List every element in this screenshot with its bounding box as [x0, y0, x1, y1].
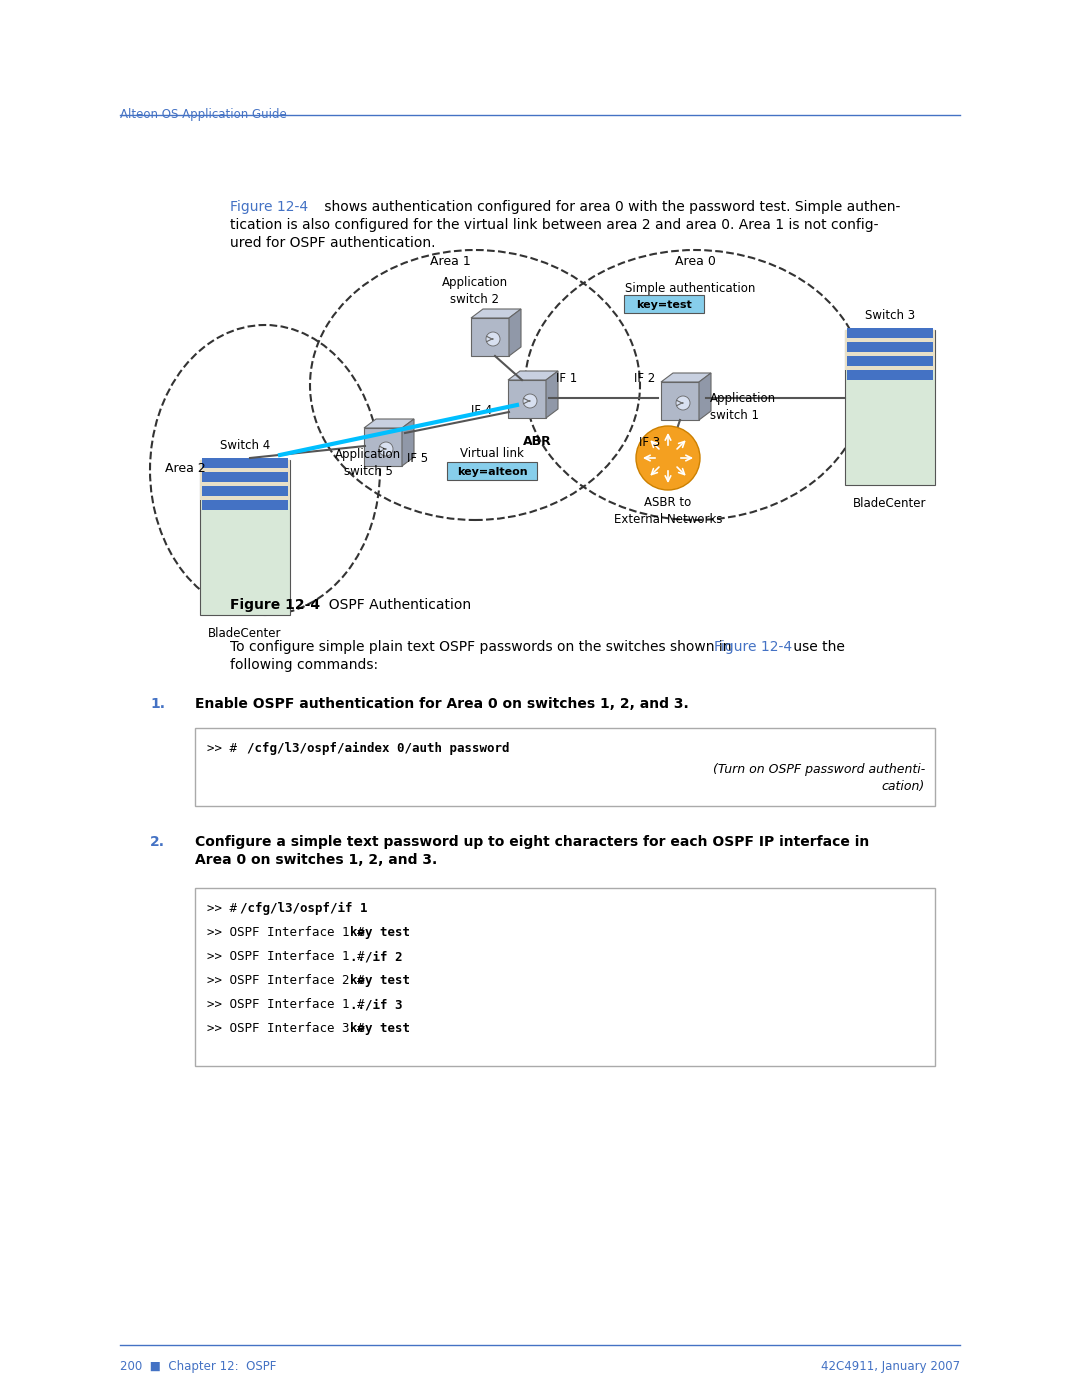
Text: use the: use the — [789, 640, 845, 654]
Text: key=test: key=test — [636, 300, 692, 310]
FancyBboxPatch shape — [202, 500, 288, 510]
Text: IF 1: IF 1 — [556, 372, 578, 386]
FancyBboxPatch shape — [471, 319, 509, 356]
Text: Application
switch 5: Application switch 5 — [335, 448, 401, 478]
FancyBboxPatch shape — [364, 427, 402, 467]
Text: tication is also configured for the virtual link between area 2 and area 0. Area: tication is also configured for the virt… — [230, 218, 878, 232]
Text: IF 4: IF 4 — [471, 404, 492, 416]
Text: BladeCenter: BladeCenter — [208, 627, 282, 640]
FancyBboxPatch shape — [202, 486, 288, 496]
Polygon shape — [509, 309, 521, 356]
Text: Area 0: Area 0 — [675, 256, 715, 268]
Text: cation): cation) — [881, 780, 924, 793]
FancyBboxPatch shape — [200, 460, 291, 500]
FancyBboxPatch shape — [661, 381, 699, 420]
Text: ../if 2: ../if 2 — [350, 950, 403, 963]
Text: following commands:: following commands: — [230, 658, 378, 672]
Text: ../if 3: ../if 3 — [350, 997, 403, 1011]
Text: Figure 12-4: Figure 12-4 — [230, 598, 320, 612]
Text: Enable OSPF authentication for Area 0 on switches 1, 2, and 3.: Enable OSPF authentication for Area 0 on… — [195, 697, 689, 711]
Text: /cfg/l3/ospf/if 1: /cfg/l3/ospf/if 1 — [240, 902, 367, 915]
FancyBboxPatch shape — [847, 370, 933, 380]
Circle shape — [379, 441, 393, 455]
Text: Figure 12-4: Figure 12-4 — [230, 200, 308, 214]
Text: shows authentication configured for area 0 with the password test. Simple authen: shows authentication configured for area… — [320, 200, 901, 214]
Text: key=alteon: key=alteon — [457, 467, 527, 476]
Text: Configure a simple text password up to eight characters for each OSPF IP interfa: Configure a simple text password up to e… — [195, 835, 869, 849]
FancyBboxPatch shape — [847, 328, 933, 338]
Text: key test: key test — [350, 926, 410, 939]
Text: (Turn on OSPF password authenti-: (Turn on OSPF password authenti- — [713, 763, 924, 775]
Text: Switch 4: Switch 4 — [220, 439, 270, 453]
Text: Alteon OS Application Guide: Alteon OS Application Guide — [120, 108, 287, 122]
Polygon shape — [402, 419, 414, 467]
Text: BladeCenter: BladeCenter — [853, 497, 927, 510]
Text: IF 5: IF 5 — [407, 451, 429, 464]
Text: >> OSPF Interface 1 #: >> OSPF Interface 1 # — [207, 997, 372, 1011]
Text: 42C4911, January 2007: 42C4911, January 2007 — [821, 1361, 960, 1373]
Text: 2.: 2. — [150, 835, 165, 849]
Text: Area 2: Area 2 — [165, 461, 206, 475]
Text: OSPF Authentication: OSPF Authentication — [320, 598, 471, 612]
FancyBboxPatch shape — [195, 728, 935, 806]
FancyBboxPatch shape — [847, 342, 933, 352]
Text: Area 1: Area 1 — [430, 256, 471, 268]
Text: >> #: >> # — [207, 742, 244, 754]
Circle shape — [523, 394, 537, 408]
Text: ABR: ABR — [523, 434, 552, 448]
FancyBboxPatch shape — [845, 330, 935, 485]
Text: ured for OSPF authentication.: ured for OSPF authentication. — [230, 236, 435, 250]
Text: /cfg/l3/ospf/aindex 0/auth password: /cfg/l3/ospf/aindex 0/auth password — [247, 742, 510, 754]
Text: key test: key test — [350, 1023, 410, 1035]
Text: Figure 12-4: Figure 12-4 — [714, 640, 792, 654]
Text: IF 2: IF 2 — [634, 372, 656, 386]
Polygon shape — [508, 372, 558, 380]
Text: >> OSPF Interface 2 #: >> OSPF Interface 2 # — [207, 974, 372, 988]
Text: >> OSPF Interface 1 #: >> OSPF Interface 1 # — [207, 926, 372, 939]
Polygon shape — [699, 373, 711, 420]
Text: >> #: >> # — [207, 902, 244, 915]
Text: Virtual link: Virtual link — [460, 447, 524, 460]
Circle shape — [486, 332, 500, 346]
Text: 1.: 1. — [150, 697, 165, 711]
Text: IF 3: IF 3 — [639, 436, 661, 448]
Text: Area 0 on switches 1, 2, and 3.: Area 0 on switches 1, 2, and 3. — [195, 854, 437, 868]
FancyBboxPatch shape — [200, 460, 291, 615]
Text: >> OSPF Interface 3 #: >> OSPF Interface 3 # — [207, 1023, 372, 1035]
FancyBboxPatch shape — [195, 888, 935, 1066]
Polygon shape — [471, 309, 521, 319]
Polygon shape — [661, 373, 711, 381]
FancyBboxPatch shape — [202, 472, 288, 482]
Text: 200  ■  Chapter 12:  OSPF: 200 ■ Chapter 12: OSPF — [120, 1361, 276, 1373]
Text: Simple authentication: Simple authentication — [625, 282, 755, 295]
FancyBboxPatch shape — [624, 295, 704, 313]
Text: >> OSPF Interface 1 #: >> OSPF Interface 1 # — [207, 950, 372, 963]
Text: ASBR to
External Networks: ASBR to External Networks — [613, 496, 723, 527]
FancyBboxPatch shape — [845, 330, 935, 370]
Text: Application
switch 1: Application switch 1 — [710, 393, 777, 422]
FancyBboxPatch shape — [202, 458, 288, 468]
Text: Application
switch 2: Application switch 2 — [442, 277, 508, 306]
Text: Switch 3: Switch 3 — [865, 309, 915, 321]
FancyBboxPatch shape — [447, 462, 537, 481]
FancyBboxPatch shape — [508, 380, 546, 418]
FancyBboxPatch shape — [847, 356, 933, 366]
Circle shape — [676, 395, 690, 409]
Text: To configure simple plain text OSPF passwords on the switches shown in: To configure simple plain text OSPF pass… — [230, 640, 735, 654]
Circle shape — [636, 426, 700, 490]
Text: key test: key test — [350, 974, 410, 988]
Polygon shape — [364, 419, 414, 427]
Polygon shape — [546, 372, 558, 418]
